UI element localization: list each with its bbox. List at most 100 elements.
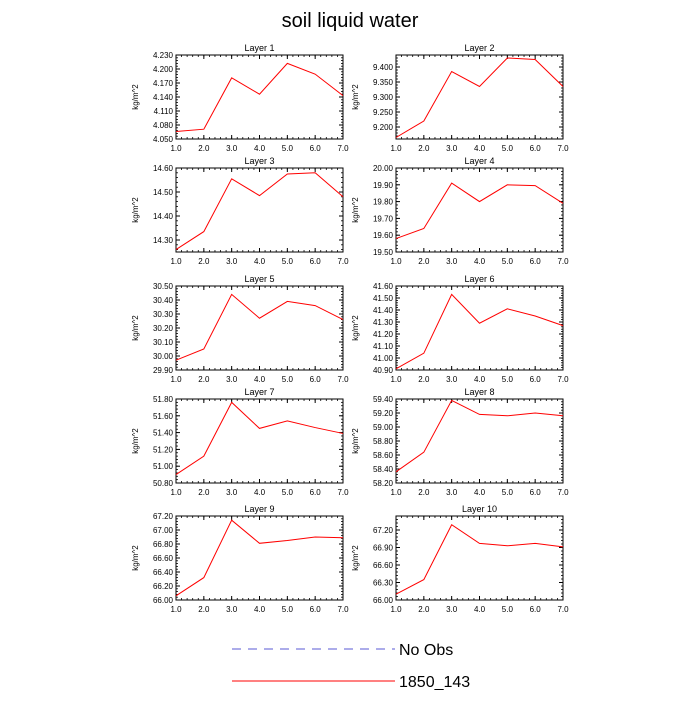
x-tick-label: 5.0 bbox=[502, 375, 514, 384]
y-tick-label: 67.00 bbox=[153, 526, 174, 535]
x-tick-label: 3.0 bbox=[226, 144, 238, 153]
x-tick-label: 1.0 bbox=[390, 605, 402, 614]
plot-frame bbox=[175, 167, 344, 253]
y-tick-label: 4.110 bbox=[154, 107, 174, 116]
y-axis-label: kg/m^2 bbox=[131, 315, 140, 341]
y-tick-label: 30.30 bbox=[153, 310, 174, 319]
panel-title: Layer 4 bbox=[464, 156, 494, 166]
y-tick-label: 41.40 bbox=[373, 306, 394, 315]
x-tick-label: 3.0 bbox=[226, 488, 238, 497]
x-tick-label: 5.0 bbox=[502, 488, 514, 497]
y-tick-label: 51.00 bbox=[153, 462, 174, 471]
y-tick-label: 67.20 bbox=[153, 512, 174, 521]
x-tick-label: 5.0 bbox=[282, 144, 294, 153]
y-tick-label: 19.90 bbox=[373, 181, 394, 190]
y-tick-label: 19.70 bbox=[373, 214, 394, 223]
x-tick-label: 5.0 bbox=[282, 257, 294, 266]
plot-frame bbox=[395, 515, 564, 601]
plot-frame bbox=[175, 54, 344, 140]
plot-frame bbox=[175, 285, 344, 371]
y-tick-label: 66.00 bbox=[153, 596, 174, 605]
panel-layer-7: Layer 7 1.0 2.0 3.0 4.0 5.0 6.0 7.0 50.80 51.00 51… bbox=[131, 387, 349, 497]
x-tick-label: 7.0 bbox=[337, 605, 349, 614]
y-tick-label: 30.50 bbox=[153, 282, 174, 291]
y-tick-label: 9.250 bbox=[373, 108, 394, 117]
x-tick-label: 3.0 bbox=[446, 605, 458, 614]
y-tick-label: 4.080 bbox=[153, 121, 174, 130]
x-tick-label: 4.0 bbox=[254, 144, 266, 153]
x-tick-label: 1.0 bbox=[170, 257, 182, 266]
y-tick-label: 14.30 bbox=[153, 236, 174, 245]
panel-layer-5: Layer 5 1.0 2.0 3.0 4.0 5.0 6.0 7.0 29.90 30.00 30… bbox=[131, 274, 349, 384]
y-tick-label: 30.20 bbox=[153, 324, 174, 333]
y-axis-label: kg/m^2 bbox=[351, 197, 360, 223]
x-tick-label: 6.0 bbox=[310, 375, 322, 384]
y-axis-label: kg/m^2 bbox=[131, 428, 140, 454]
plot-frame bbox=[175, 398, 344, 484]
y-tick-label: 58.40 bbox=[373, 465, 394, 474]
series-line-1850-143 bbox=[395, 57, 564, 138]
x-tick-label: 5.0 bbox=[282, 488, 294, 497]
y-tick-label: 14.50 bbox=[153, 188, 174, 197]
x-tick-label: 2.0 bbox=[418, 375, 430, 384]
x-tick-label: 3.0 bbox=[446, 144, 458, 153]
series-line-1850-143 bbox=[175, 293, 344, 361]
y-tick-label: 19.50 bbox=[373, 248, 394, 257]
y-tick-label: 30.10 bbox=[153, 338, 174, 347]
y-tick-label: 40.90 bbox=[373, 366, 394, 375]
y-tick-label: 66.30 bbox=[373, 579, 394, 588]
plot-frame bbox=[175, 515, 344, 601]
x-tick-label: 6.0 bbox=[310, 144, 322, 153]
panel-layer-3: Layer 3 1.0 2.0 3.0 4.0 5.0 6.0 7.0 14.30 14.40 14… bbox=[131, 156, 349, 266]
y-tick-label: 9.300 bbox=[373, 93, 394, 102]
x-tick-label: 4.0 bbox=[474, 144, 486, 153]
x-tick-label: 7.0 bbox=[337, 257, 349, 266]
x-tick-label: 6.0 bbox=[310, 257, 322, 266]
y-tick-label: 41.10 bbox=[373, 342, 394, 351]
panel-title: Layer 7 bbox=[244, 387, 274, 397]
y-tick-label: 59.20 bbox=[373, 409, 394, 418]
panel-layer-9: Layer 9 1.0 2.0 3.0 4.0 5.0 6.0 7.0 66.00 66.20 66… bbox=[131, 504, 349, 614]
y-tick-label: 19.60 bbox=[373, 231, 394, 240]
y-tick-label: 4.140 bbox=[153, 93, 174, 102]
y-tick-label: 41.00 bbox=[373, 354, 394, 363]
x-tick-label: 4.0 bbox=[254, 488, 266, 497]
x-tick-label: 2.0 bbox=[198, 488, 210, 497]
y-tick-label: 41.30 bbox=[373, 318, 394, 327]
y-tick-label: 66.20 bbox=[153, 582, 174, 591]
plot-frame bbox=[395, 285, 564, 371]
legend-label-no-obs: No Obs bbox=[399, 642, 453, 659]
x-tick-label: 7.0 bbox=[557, 488, 569, 497]
x-tick-label: 4.0 bbox=[254, 257, 266, 266]
y-tick-label: 41.20 bbox=[373, 330, 394, 339]
x-tick-label: 4.0 bbox=[474, 605, 486, 614]
y-tick-label: 9.200 bbox=[373, 123, 394, 132]
y-tick-label: 4.200 bbox=[153, 65, 174, 74]
series-line-1850-143 bbox=[395, 399, 564, 473]
y-axis-label: kg/m^2 bbox=[131, 197, 140, 223]
y-tick-label: 51.80 bbox=[153, 395, 174, 404]
y-tick-label: 66.40 bbox=[153, 568, 174, 577]
panel-title: Layer 3 bbox=[244, 156, 274, 166]
panel-title: Layer 1 bbox=[244, 43, 274, 53]
x-tick-label: 2.0 bbox=[418, 488, 430, 497]
x-tick-label: 3.0 bbox=[446, 375, 458, 384]
y-tick-label: 50.80 bbox=[153, 479, 174, 488]
x-tick-label: 1.0 bbox=[390, 144, 402, 153]
y-tick-label: 14.40 bbox=[153, 212, 174, 221]
x-tick-label: 7.0 bbox=[557, 375, 569, 384]
x-tick-label: 5.0 bbox=[502, 605, 514, 614]
x-tick-label: 4.0 bbox=[474, 488, 486, 497]
series-line-1850-143 bbox=[395, 293, 564, 370]
x-tick-label: 3.0 bbox=[226, 375, 238, 384]
panel-title: Layer 2 bbox=[464, 43, 494, 53]
y-axis-label: kg/m^2 bbox=[131, 84, 140, 110]
x-tick-label: 5.0 bbox=[502, 257, 514, 266]
plot-frame bbox=[395, 54, 564, 140]
y-tick-label: 9.350 bbox=[373, 78, 394, 87]
x-tick-label: 2.0 bbox=[198, 605, 210, 614]
x-tick-label: 6.0 bbox=[530, 144, 542, 153]
y-tick-label: 58.20 bbox=[373, 479, 394, 488]
y-tick-label: 4.050 bbox=[153, 135, 174, 144]
x-tick-label: 4.0 bbox=[474, 257, 486, 266]
